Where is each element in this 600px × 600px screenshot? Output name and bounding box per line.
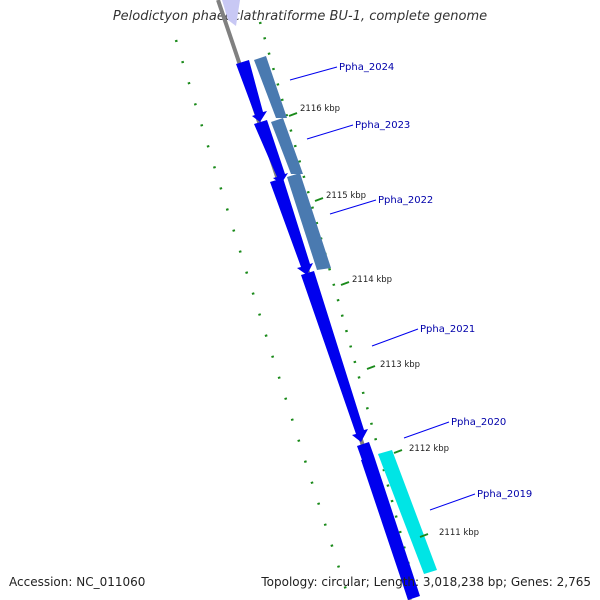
scale-tick	[340, 281, 350, 286]
scale-tick	[419, 533, 429, 538]
map-title: Pelodictyon phaeoclathratiforme BU-1, co…	[112, 9, 488, 24]
gene-label[interactable]: Ppha_2024	[339, 62, 394, 73]
accession-text: Accession: NC_011060	[9, 575, 146, 589]
gene-arrow-reverse	[378, 450, 437, 574]
gene-arrow-forward	[254, 120, 288, 184]
gene-arrow-forward	[357, 442, 374, 460]
outer-dotted-guide	[258, 21, 420, 600]
gene-leader-line	[403, 421, 450, 439]
scale-tick	[288, 112, 298, 117]
gene-arrow-reverse	[254, 56, 287, 118]
gene-label[interactable]: Ppha_2019	[477, 489, 532, 500]
gene-label[interactable]: Ppha_2022	[378, 195, 433, 206]
scale-tick	[393, 449, 403, 454]
tick-label: 2115 kbp	[326, 191, 366, 201]
gene-arrow-reverse	[287, 173, 331, 270]
tick-label: 2114 kbp	[352, 275, 392, 285]
scale-tick	[366, 365, 376, 370]
gene-label[interactable]: Ppha_2020	[451, 417, 506, 428]
gene-label[interactable]: Ppha_2023	[355, 120, 410, 131]
gene-leader-line	[371, 328, 419, 347]
tick-label: 2113 kbp	[380, 360, 420, 370]
gene-leader-line	[429, 493, 476, 511]
tick-label: 2111 kbp	[439, 528, 479, 538]
gene-leader-line	[289, 66, 338, 81]
gene-arrow-faded-top	[222, 0, 240, 26]
gene-arrow-forward	[236, 60, 267, 122]
gene-label[interactable]: Ppha_2021	[420, 324, 475, 335]
gene-arrow-forward	[270, 178, 313, 275]
tick-label: 2116 kbp	[300, 104, 340, 114]
gene-arrow-forward	[361, 456, 420, 600]
tick-label: 2112 kbp	[409, 444, 449, 454]
gene-arrow-forward	[301, 271, 368, 442]
gene-leader-line	[329, 199, 377, 215]
genome-summary-text: Topology: circular; Length: 3,018,238 bp…	[261, 575, 591, 589]
scale-tick	[314, 197, 324, 202]
gene-arrow-reverse	[271, 118, 303, 174]
gene-leader-line	[306, 124, 354, 140]
